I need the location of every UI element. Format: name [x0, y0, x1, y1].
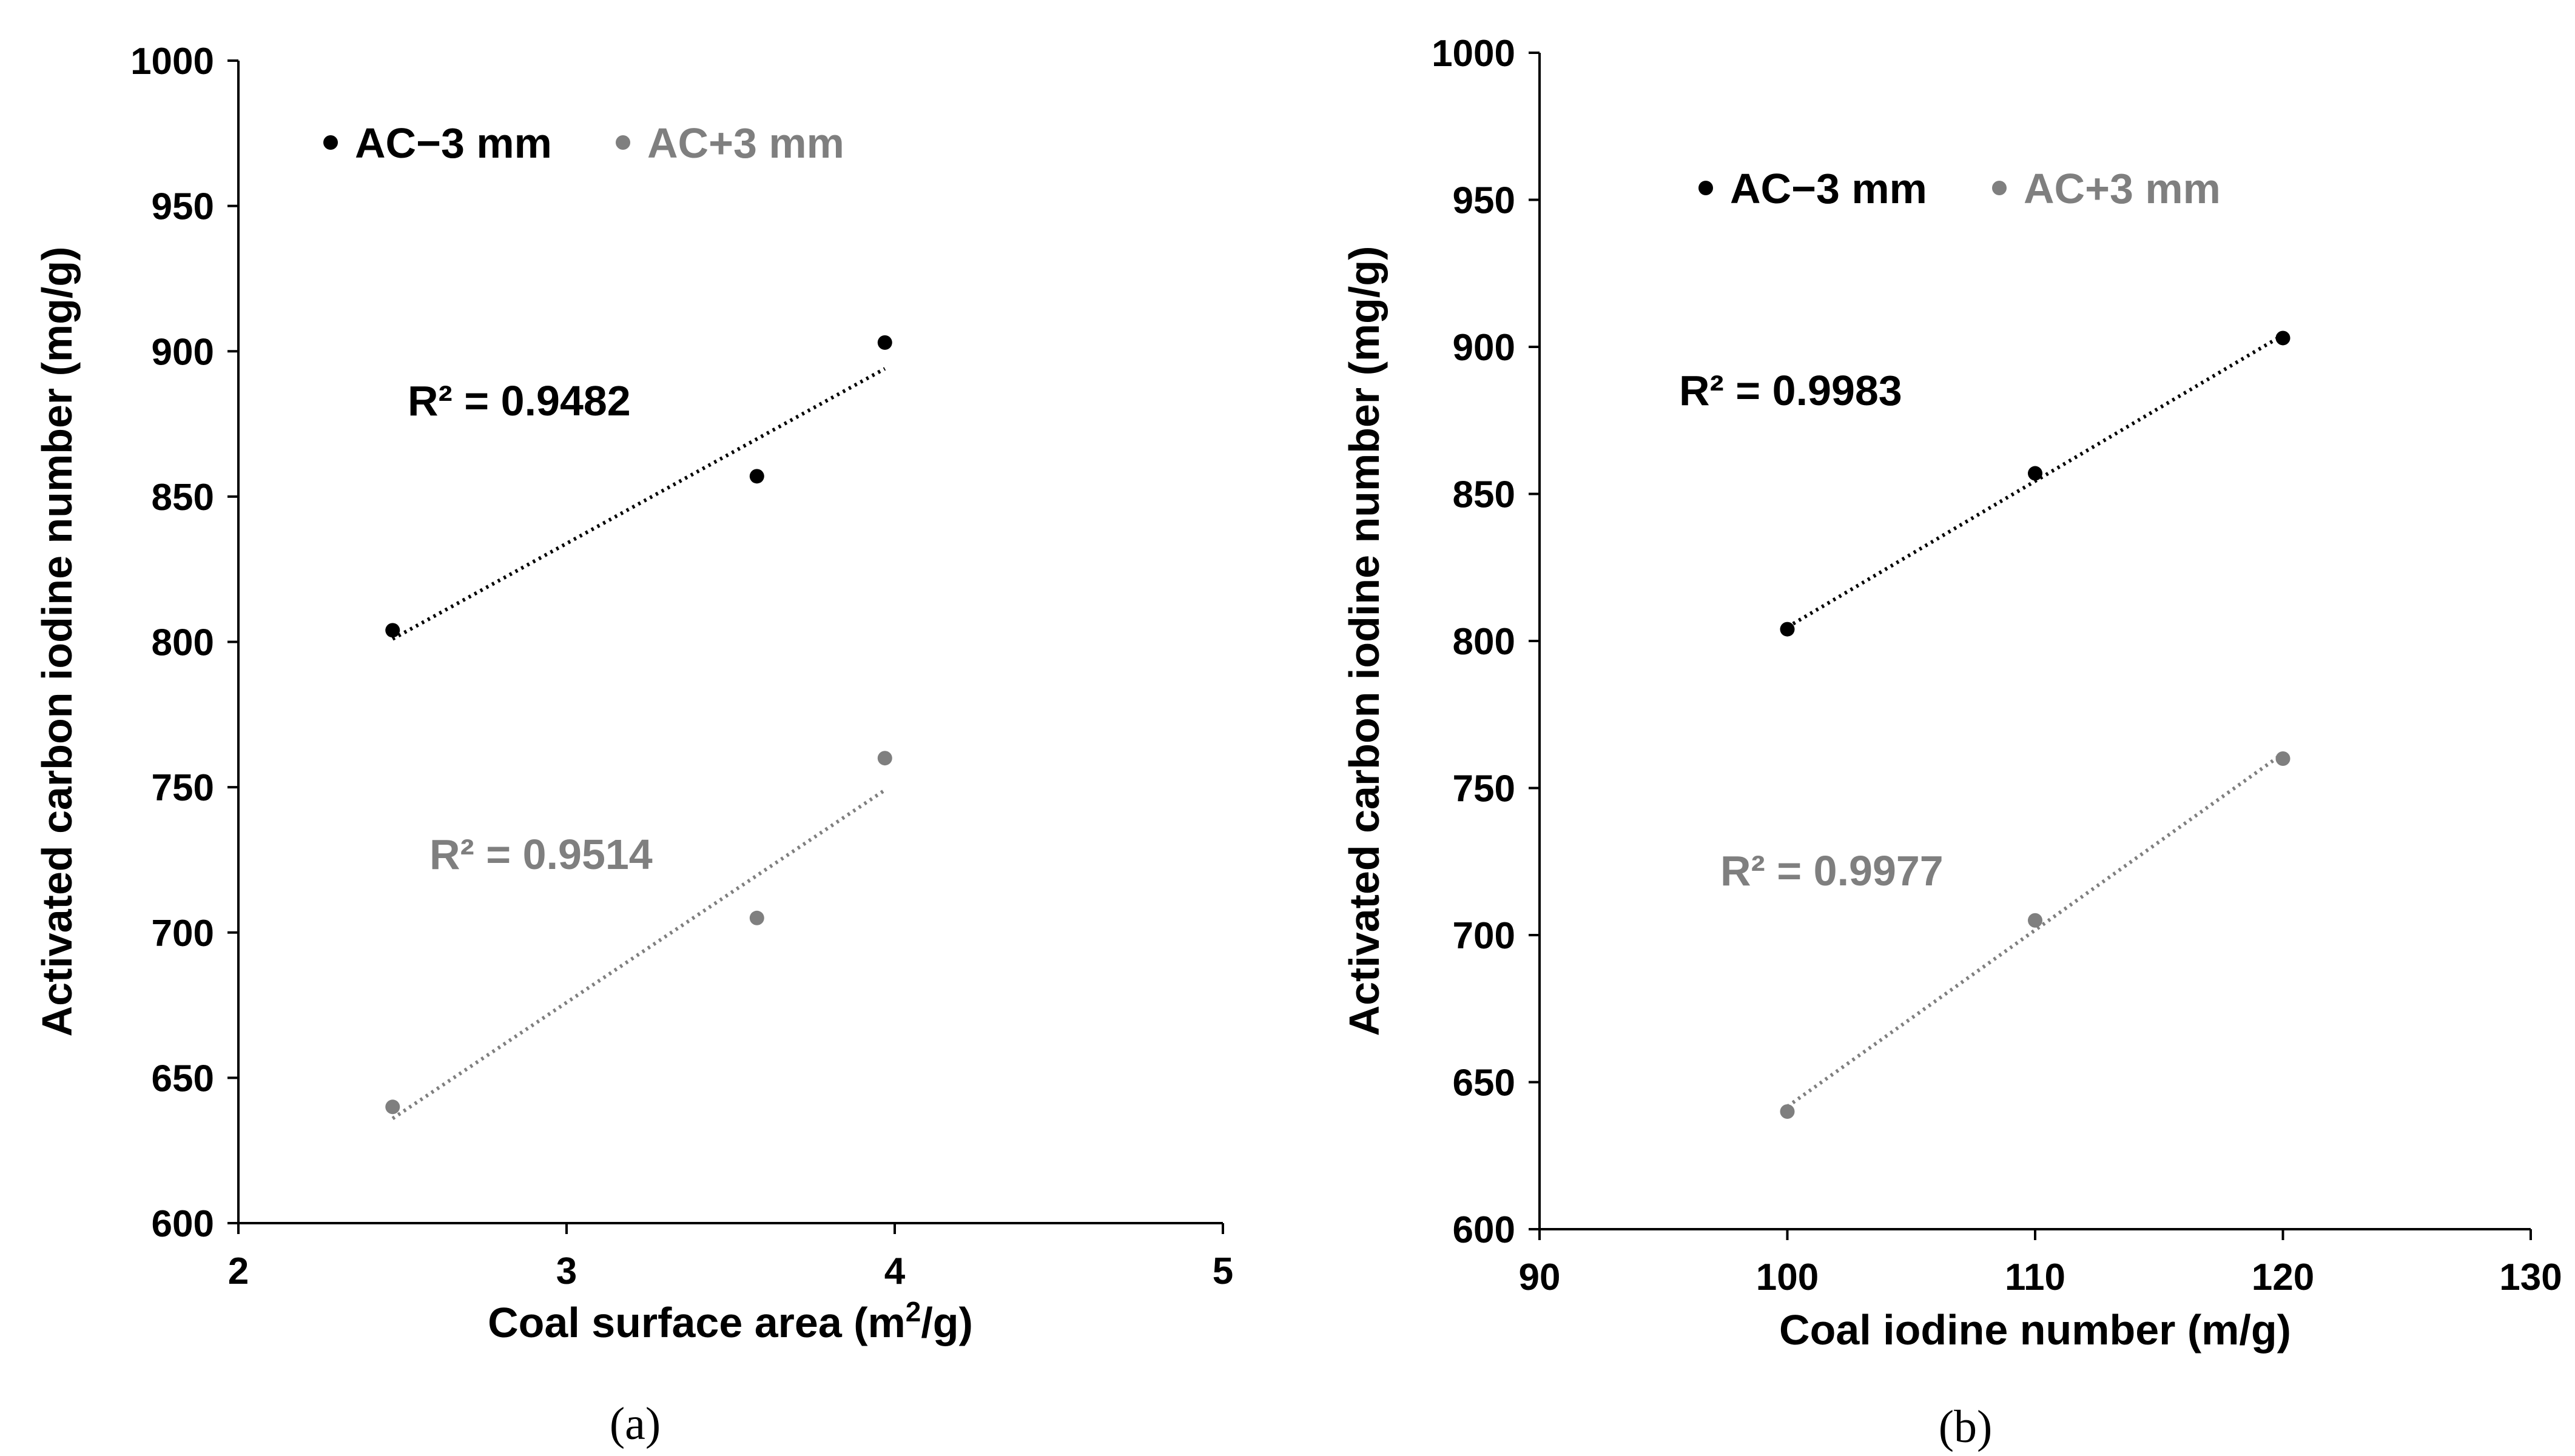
trendline-series-1 — [391, 367, 886, 641]
data-point — [749, 910, 764, 925]
legend-marker — [616, 135, 630, 150]
y-tick-label: 600 — [152, 1203, 214, 1245]
y-tick-label: 850 — [152, 477, 214, 518]
x-tick-label: 4 — [884, 1250, 906, 1292]
legend-marker — [1698, 181, 1713, 195]
data-point — [1780, 622, 1795, 637]
x-axis-title-superscript: 2 — [906, 1296, 921, 1327]
x-axis-title-text: Coal iodine number (m/g) — [1779, 1306, 2291, 1354]
y-tick-label: 900 — [1453, 327, 1515, 369]
r-squared-label: R² = 0.9482 — [408, 377, 631, 424]
y-tick-label: 1000 — [1432, 33, 1515, 75]
x-tick-label: 3 — [556, 1250, 577, 1292]
r-squared-label: R² = 0.9983 — [1679, 367, 1902, 414]
y-tick-label: 600 — [1453, 1209, 1515, 1251]
y-tick-label: 650 — [152, 1058, 214, 1099]
x-tick-label: 130 — [2499, 1256, 2562, 1298]
y-tick-label: 700 — [1453, 915, 1515, 957]
panel-label: (a) — [610, 1398, 661, 1449]
data-point — [385, 623, 400, 638]
x-tick-label: 100 — [1756, 1256, 1819, 1298]
data-point — [749, 469, 764, 484]
x-tick-label: 110 — [2005, 1256, 2065, 1298]
data-point — [2028, 913, 2042, 928]
x-tick-label: 90 — [1519, 1256, 1561, 1298]
legend-label: AC−3 mm — [355, 119, 552, 167]
legend-label: AC−3 mm — [1730, 165, 1927, 212]
data-point — [877, 335, 892, 350]
r-squared-label: R² = 0.9514 — [429, 831, 653, 878]
legend-label: AC+3 mm — [2024, 165, 2221, 212]
trendline-series-2 — [391, 788, 886, 1120]
data-point — [2028, 466, 2042, 481]
y-tick-label: 700 — [152, 913, 214, 954]
data-point — [1780, 1104, 1795, 1119]
x-axis-title: Coal iodine number (m/g) — [1779, 1306, 2291, 1354]
y-tick-label: 750 — [1453, 768, 1515, 810]
y-tick-label: 900 — [152, 331, 214, 373]
legend-marker — [323, 135, 338, 150]
y-tick-label: 750 — [152, 767, 214, 809]
y-tick-label: 950 — [152, 186, 214, 228]
panel-a: 600 650 700 750 800 850 900 950 1000 2 3 4 5 Coal sur… — [33, 41, 1233, 1449]
x-tick-label: 5 — [1213, 1250, 1233, 1292]
y-tick-label: 850 — [1453, 474, 1515, 516]
panel-label: (b) — [1939, 1401, 1993, 1452]
legend-marker — [1992, 181, 2007, 195]
data-point — [385, 1099, 400, 1115]
x-axis-title-text: Coal surface area (m — [488, 1299, 906, 1346]
y-tick-label: 950 — [1453, 180, 1515, 222]
x-axis-title: Coal surface area (m2/g) — [488, 1296, 973, 1346]
y-tick-label: 800 — [1453, 621, 1515, 663]
trendline-series-1 — [1786, 334, 2284, 629]
x-axis-title-unit-end: /g) — [921, 1299, 973, 1346]
trendline-series-2 — [1786, 752, 2284, 1109]
r-squared-label: R² = 0.9977 — [1720, 847, 1944, 894]
y-tick-label: 650 — [1453, 1062, 1515, 1104]
panel-b: 600 650 700 750 800 850 900 950 1000 90 100 110 120 1… — [1341, 33, 2562, 1452]
legend-label: AC+3 mm — [647, 119, 844, 167]
y-axis-title: Activated carbon iodine number (mg/g) — [33, 247, 81, 1037]
data-point — [2275, 330, 2291, 346]
data-point — [2275, 751, 2291, 766]
y-axis-title: Activated carbon iodine number (mg/g) — [1341, 246, 1388, 1036]
y-tick-label: 800 — [152, 622, 214, 664]
x-tick-label: 2 — [228, 1250, 249, 1292]
x-tick-label: 120 — [2252, 1256, 2314, 1298]
y-tick-label: 1000 — [130, 41, 214, 82]
data-point — [877, 751, 892, 766]
